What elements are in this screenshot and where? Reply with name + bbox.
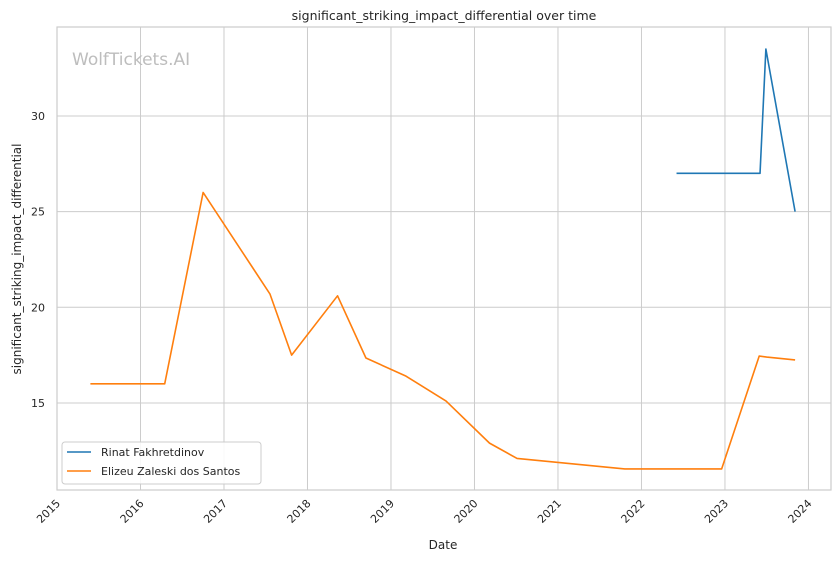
y-tick-label: 30 bbox=[31, 110, 45, 123]
x-tick-label: 2015 bbox=[34, 497, 63, 526]
x-tick-label: 2017 bbox=[201, 497, 230, 526]
y-axis-label: significant_striking_impact_differential bbox=[10, 144, 24, 375]
x-tick-label: 2024 bbox=[786, 497, 815, 526]
series-line-1 bbox=[90, 191, 796, 470]
series-line-0 bbox=[676, 48, 796, 212]
plot-area-frame bbox=[56, 26, 832, 491]
x-tick-label: 2020 bbox=[452, 497, 481, 526]
legend-label-rinat: Rinat Fakhretdinov bbox=[101, 446, 205, 459]
watermark: WolfTickets.AI bbox=[72, 50, 190, 70]
x-tick-label: 2018 bbox=[285, 497, 314, 526]
x-axis-label: Date bbox=[429, 538, 458, 552]
x-tick-label: 2021 bbox=[535, 497, 564, 526]
legend-label-elizeu: Elizeu Zaleski dos Santos bbox=[101, 465, 241, 478]
y-tick-label: 20 bbox=[31, 301, 45, 314]
x-tick-label: 2019 bbox=[368, 497, 397, 526]
x-tick-label: 2016 bbox=[118, 497, 147, 526]
y-tick-label: 25 bbox=[31, 206, 45, 219]
y-tick-label: 15 bbox=[31, 397, 45, 410]
x-tick-label: 2022 bbox=[619, 497, 648, 526]
x-tick-label: 2023 bbox=[702, 497, 731, 526]
legend: Rinat Fakhretdinov Elizeu Zaleski dos Sa… bbox=[61, 441, 262, 485]
chart-title: significant_striking_impact_differential… bbox=[292, 8, 597, 23]
legend-frame bbox=[61, 441, 262, 485]
